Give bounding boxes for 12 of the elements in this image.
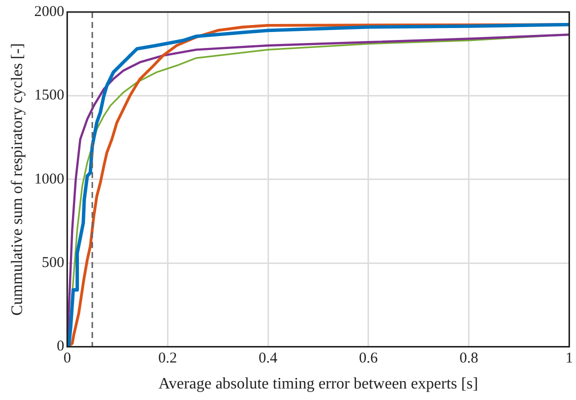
x-tick-label: 0.2 <box>158 350 177 367</box>
x-tick-label: 0.4 <box>258 350 278 367</box>
y-tick-label: 1000 <box>34 171 64 188</box>
y-tick-label: 500 <box>42 255 64 272</box>
x-tick-label: 0.8 <box>459 350 478 367</box>
x-tick-label: 1 <box>566 350 573 367</box>
x-tick-label: 0.6 <box>359 350 378 367</box>
y-tick-label: 2000 <box>34 4 64 20</box>
y-tick-label: 0 <box>56 338 64 355</box>
x-axis-title: Average absolute timing error between experts [s] <box>158 376 478 393</box>
y-axis-title: Cummulative sum of respiratory cycles [-] <box>8 43 26 316</box>
y-tick-label: 1500 <box>34 88 64 104</box>
